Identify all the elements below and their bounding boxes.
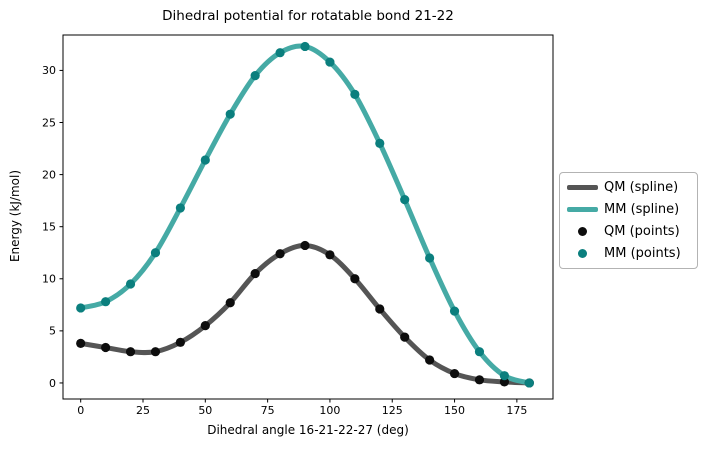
x-tick-label: 125 xyxy=(382,404,403,417)
y-tick-label: 5 xyxy=(49,325,56,338)
series-point-qm-points xyxy=(425,355,435,365)
series-point-qm-points xyxy=(200,321,210,331)
y-tick-label: 15 xyxy=(42,220,56,233)
series-point-mm-points xyxy=(425,253,435,263)
chart-title: Dihedral potential for rotatable bond 21… xyxy=(162,8,454,24)
x-tick-label: 0 xyxy=(77,404,84,417)
legend-item: MM (points) xyxy=(560,243,697,265)
series-point-qm-points xyxy=(275,249,285,259)
series-point-qm-points xyxy=(449,368,460,379)
x-tick-label: 75 xyxy=(261,404,275,417)
series-point-qm-points xyxy=(125,347,136,357)
y-tick-label: 0 xyxy=(49,377,56,390)
series-point-mm-points xyxy=(250,71,260,81)
x-tick-label: 150 xyxy=(444,404,465,417)
line-sample-icon xyxy=(566,206,598,212)
legend-item-label: QM (points) xyxy=(604,224,680,240)
series-point-mm-points xyxy=(175,203,185,213)
dot-sample-icon xyxy=(577,249,587,259)
series-point-mm-points xyxy=(101,297,111,307)
series-point-mm-points xyxy=(225,109,235,119)
series-point-qm-points xyxy=(400,332,410,342)
legend: QM (spline) MM (spline) QM (points) MM (poi… xyxy=(559,172,698,269)
series-point-mm-points xyxy=(275,48,285,58)
series-point-mm-points xyxy=(400,195,410,205)
series-point-mm-points xyxy=(449,306,460,316)
line-sample-icon xyxy=(566,184,598,190)
x-tick-label: 100 xyxy=(319,404,340,417)
series-point-qm-points xyxy=(101,342,111,353)
legend-line-swatch xyxy=(566,184,598,190)
series-point-qm-points xyxy=(375,304,385,314)
x-tick-label: 175 xyxy=(506,404,527,417)
legend-item-label: MM (points) xyxy=(604,246,681,262)
series-point-mm-points xyxy=(375,138,385,148)
legend-line-swatch xyxy=(566,206,598,212)
legend-item-label: MM (spline) xyxy=(604,201,680,217)
legend-item-label: QM (spline) xyxy=(604,179,679,195)
y-tick-label: 20 xyxy=(42,168,56,181)
y-axis-label: Energy (kJ/mol) xyxy=(8,169,22,263)
series-point-qm-points xyxy=(76,338,86,348)
legend-item: QM (points) xyxy=(560,221,697,243)
series-point-qm-points xyxy=(175,337,185,347)
dot-sample-icon xyxy=(577,227,587,237)
series-point-mm-points xyxy=(125,279,136,289)
legend-dot-swatch xyxy=(566,249,598,259)
series-point-qm-points xyxy=(350,274,360,284)
series-point-mm-points xyxy=(200,155,210,165)
x-axis-label: Dihedral angle 16-21-22-27 (deg) xyxy=(207,423,409,437)
y-tick-label: 25 xyxy=(42,116,56,129)
series-point-qm-points xyxy=(325,250,335,260)
series-line-mm-spline xyxy=(78,43,532,386)
series-point-mm-points xyxy=(76,303,86,313)
series-point-mm-points xyxy=(350,89,360,99)
y-tick-label: 10 xyxy=(42,273,56,286)
series-point-mm-points xyxy=(499,371,509,381)
legend-item: QM (spline) xyxy=(560,176,697,198)
x-tick-label: 50 xyxy=(198,404,212,417)
series-point-qm-points xyxy=(474,375,485,385)
series-point-qm-points xyxy=(300,240,310,251)
series-point-mm-points xyxy=(474,347,485,357)
y-tick-label: 30 xyxy=(42,64,56,77)
legend-item: MM (spline) xyxy=(560,198,697,220)
series-point-qm-points xyxy=(250,268,260,279)
series-point-qm-points xyxy=(225,298,235,308)
series-point-qm-points xyxy=(150,347,161,357)
axes-frame xyxy=(62,34,554,400)
series-point-mm-points xyxy=(325,57,335,67)
legend-dot-swatch xyxy=(566,227,598,237)
series-point-mm-points xyxy=(150,248,161,258)
x-tick-label: 25 xyxy=(136,404,150,417)
series-point-mm-points xyxy=(524,378,534,388)
series-point-mm-points xyxy=(300,41,310,52)
